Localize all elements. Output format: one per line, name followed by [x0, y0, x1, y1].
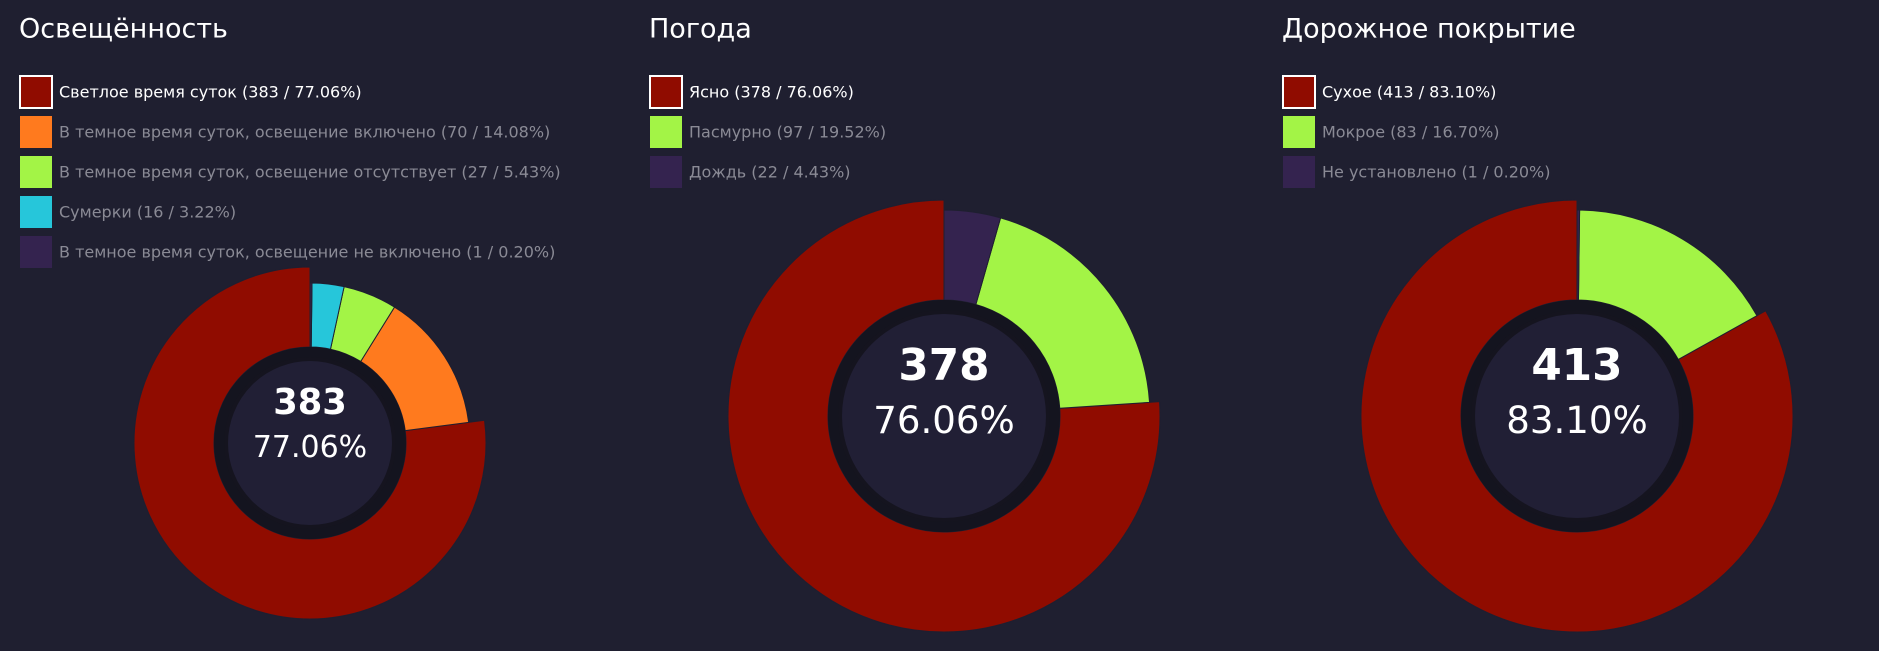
legend-swatch	[20, 236, 52, 268]
center-value: 383	[273, 382, 347, 423]
legend-label[interactable]: Мокрое (83 / 16.70%)	[1322, 123, 1500, 142]
legend-label[interactable]: Ясно (378 / 76.06%)	[689, 83, 854, 102]
legend-label[interactable]: В темное время суток, освещение не включ…	[59, 243, 555, 262]
legend-label[interactable]: В темное время суток, освещение включено…	[59, 123, 550, 142]
donut-chart: Погода Ясно (378 / 76.06%) Пасмурно (97 / …	[649, 14, 1161, 633]
donut-slice[interactable]	[309, 282, 313, 348]
donut-chart: Освещённость Светлое время суток (383 / 7…	[19, 14, 561, 620]
chart-title: Дорожное покрытие	[1282, 14, 1576, 45]
donut-slice[interactable]	[975, 217, 1151, 409]
legend-label[interactable]: Светлое время суток (383 / 77.06%)	[59, 83, 362, 102]
legend-swatch	[20, 116, 52, 148]
legend-label[interactable]: Сумерки (16 / 3.22%)	[59, 203, 236, 222]
center-percent: 83.10%	[1506, 399, 1648, 442]
donut-slice[interactable]	[1360, 199, 1794, 633]
chart-title: Освещённость	[19, 14, 228, 45]
donut-slice[interactable]	[1576, 209, 1581, 301]
legend-label[interactable]: Не установлено (1 / 0.20%)	[1322, 163, 1551, 182]
legend-label[interactable]: Пасмурно (97 / 19.52%)	[689, 123, 886, 142]
donut-slice[interactable]	[727, 199, 1161, 633]
donut-slice[interactable]	[133, 266, 487, 620]
legend-swatch	[19, 75, 53, 109]
donut-slice[interactable]	[943, 209, 1002, 306]
legend-swatch	[650, 116, 682, 148]
center-percent: 76.06%	[873, 399, 1015, 442]
center-disc	[838, 310, 1050, 522]
legend-swatch	[649, 75, 683, 109]
legend-swatch	[1283, 116, 1315, 148]
center-percent: 77.06%	[253, 430, 367, 465]
chart-title: Погода	[649, 14, 752, 45]
donut-slice[interactable]	[1577, 209, 1758, 361]
legend-label[interactable]: Дождь (22 / 4.43%)	[689, 163, 851, 182]
legend-swatch	[20, 196, 52, 228]
donut-chart: Дорожное покрытие Сухое (413 / 83.10%) Мок…	[1282, 14, 1794, 633]
legend-label[interactable]: В темное время суток, освещение отсутств…	[59, 163, 561, 182]
center-value: 413	[1531, 340, 1622, 391]
center-disc	[224, 357, 396, 529]
legend-label[interactable]: Сухое (413 / 83.10%)	[1322, 83, 1496, 102]
center-disc	[1471, 310, 1683, 522]
center-value: 378	[898, 340, 989, 391]
legend-swatch	[1283, 156, 1315, 188]
legend-swatch	[1282, 75, 1316, 109]
legend-swatch	[650, 156, 682, 188]
legend-swatch	[20, 156, 52, 188]
